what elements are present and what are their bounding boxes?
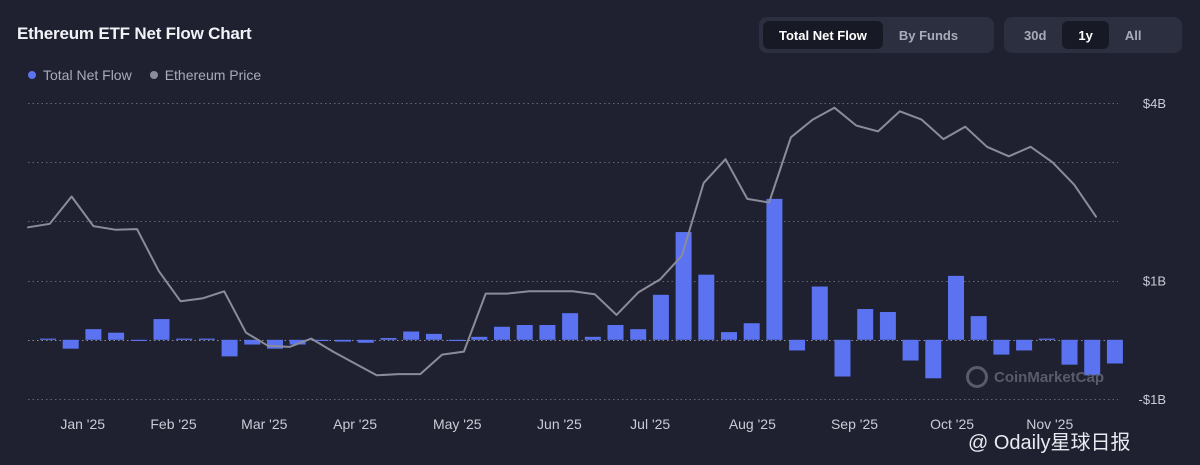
grid-layer (28, 103, 1118, 400)
bar-layer (40, 198, 1123, 379)
coinmarketcap-logo-icon (966, 366, 988, 388)
flow-bar (335, 339, 352, 342)
coinmarketcap-watermark: CoinMarketCap (966, 366, 1104, 388)
flow-bar (108, 332, 125, 340)
flow-bar (1038, 338, 1055, 340)
flow-bar (85, 329, 102, 340)
by-funds-button[interactable]: By Funds (898, 27, 959, 43)
flow-bar (948, 275, 964, 340)
flow-bar (834, 339, 851, 377)
flow-bar (1016, 339, 1033, 351)
line-layer (27, 106, 1097, 377)
x-axis-labels: Jan '25 Feb '25 Mar '25 Apr '25 May '25 Jun '… (60, 416, 1073, 432)
range-1y-button[interactable]: 1y (1062, 21, 1109, 49)
x-tick-label: Aug '25 (729, 416, 776, 432)
flow-bar (993, 339, 1010, 355)
flow-bar (607, 325, 624, 340)
y-tick-label: $1B (1143, 274, 1166, 289)
legend-item-flow[interactable]: Total Net Flow (28, 67, 132, 83)
y-tick-label: $4B (1143, 96, 1166, 111)
flow-bar (357, 339, 374, 343)
range-30d-button[interactable]: 30d (1024, 27, 1047, 43)
x-tick-label: Jan '25 (60, 416, 105, 432)
total-net-flow-button[interactable]: Total Net Flow (763, 21, 883, 49)
flow-bar (471, 336, 488, 340)
x-tick-label: Sep '25 (831, 416, 878, 432)
flow-bar (153, 319, 170, 340)
flow-bar (630, 329, 647, 340)
flow-bar (1061, 339, 1078, 365)
flow-bar (789, 339, 806, 351)
flow-bar (267, 339, 283, 349)
y-axis-labels: $4B $1B -$1B (1139, 96, 1166, 407)
flow-bar (448, 339, 465, 341)
flow-bar (857, 309, 874, 340)
flow-bar (562, 313, 579, 340)
source-credit: @ Odaily星球日报 (968, 432, 1131, 454)
view-toggle: Total Net Flow By Funds (759, 17, 994, 53)
range-toggle: 30d 1y All (1004, 17, 1182, 53)
flow-bar (743, 323, 760, 340)
flow-bar (584, 336, 601, 340)
flow-bar (539, 325, 556, 340)
legend-label-price: Ethereum Price (164, 67, 262, 83)
flow-bar (244, 339, 261, 345)
y-tick-label: -$1B (1139, 392, 1166, 407)
flow-bar (425, 333, 442, 340)
flow-bar (698, 274, 715, 340)
range-all-button[interactable]: All (1124, 27, 1142, 43)
flow-bar (652, 294, 669, 340)
flow-bar (721, 332, 737, 340)
flow-bar (130, 339, 147, 341)
x-tick-label: Nov '25 (1026, 416, 1073, 432)
flow-bar (811, 286, 828, 340)
legend-dot-price (149, 71, 158, 79)
flow-bar (1084, 339, 1101, 376)
price-line (27, 106, 1097, 377)
x-tick-label: Apr '25 (333, 416, 377, 432)
flow-bar (970, 316, 987, 340)
flow-bar (1106, 339, 1123, 364)
flow-bar (516, 325, 533, 340)
watermark-text: CoinMarketCap (994, 368, 1105, 386)
legend-label-flow: Total Net Flow (43, 67, 132, 83)
flow-bar (289, 339, 306, 345)
flow-bar (403, 331, 420, 340)
x-tick-label: Jun '25 (537, 416, 582, 432)
x-tick-label: Mar '25 (241, 416, 287, 432)
flow-bar (902, 339, 919, 361)
flow-bar (221, 339, 238, 357)
legend-dot-flow (28, 71, 36, 79)
x-tick-label: Jul '25 (630, 416, 670, 432)
flow-bar (198, 338, 215, 340)
flow-bar (40, 338, 56, 340)
x-tick-label: Oct '25 (930, 416, 974, 432)
flow-bar (925, 339, 942, 379)
x-tick-label: Feb '25 (150, 416, 196, 432)
x-tick-label: May '25 (433, 416, 482, 432)
flow-bar (312, 339, 329, 341)
flow-bar (494, 326, 510, 340)
flow-bar (380, 338, 397, 340)
legend: Total Net Flow Ethereum Price (28, 67, 261, 83)
flow-bar (766, 198, 783, 340)
chart-title: Ethereum ETF Net Flow Chart (17, 24, 252, 43)
flow-bar (879, 311, 896, 340)
legend-item-price[interactable]: Ethereum Price (149, 67, 262, 83)
flow-bar (176, 338, 193, 340)
flow-bar (62, 339, 79, 349)
